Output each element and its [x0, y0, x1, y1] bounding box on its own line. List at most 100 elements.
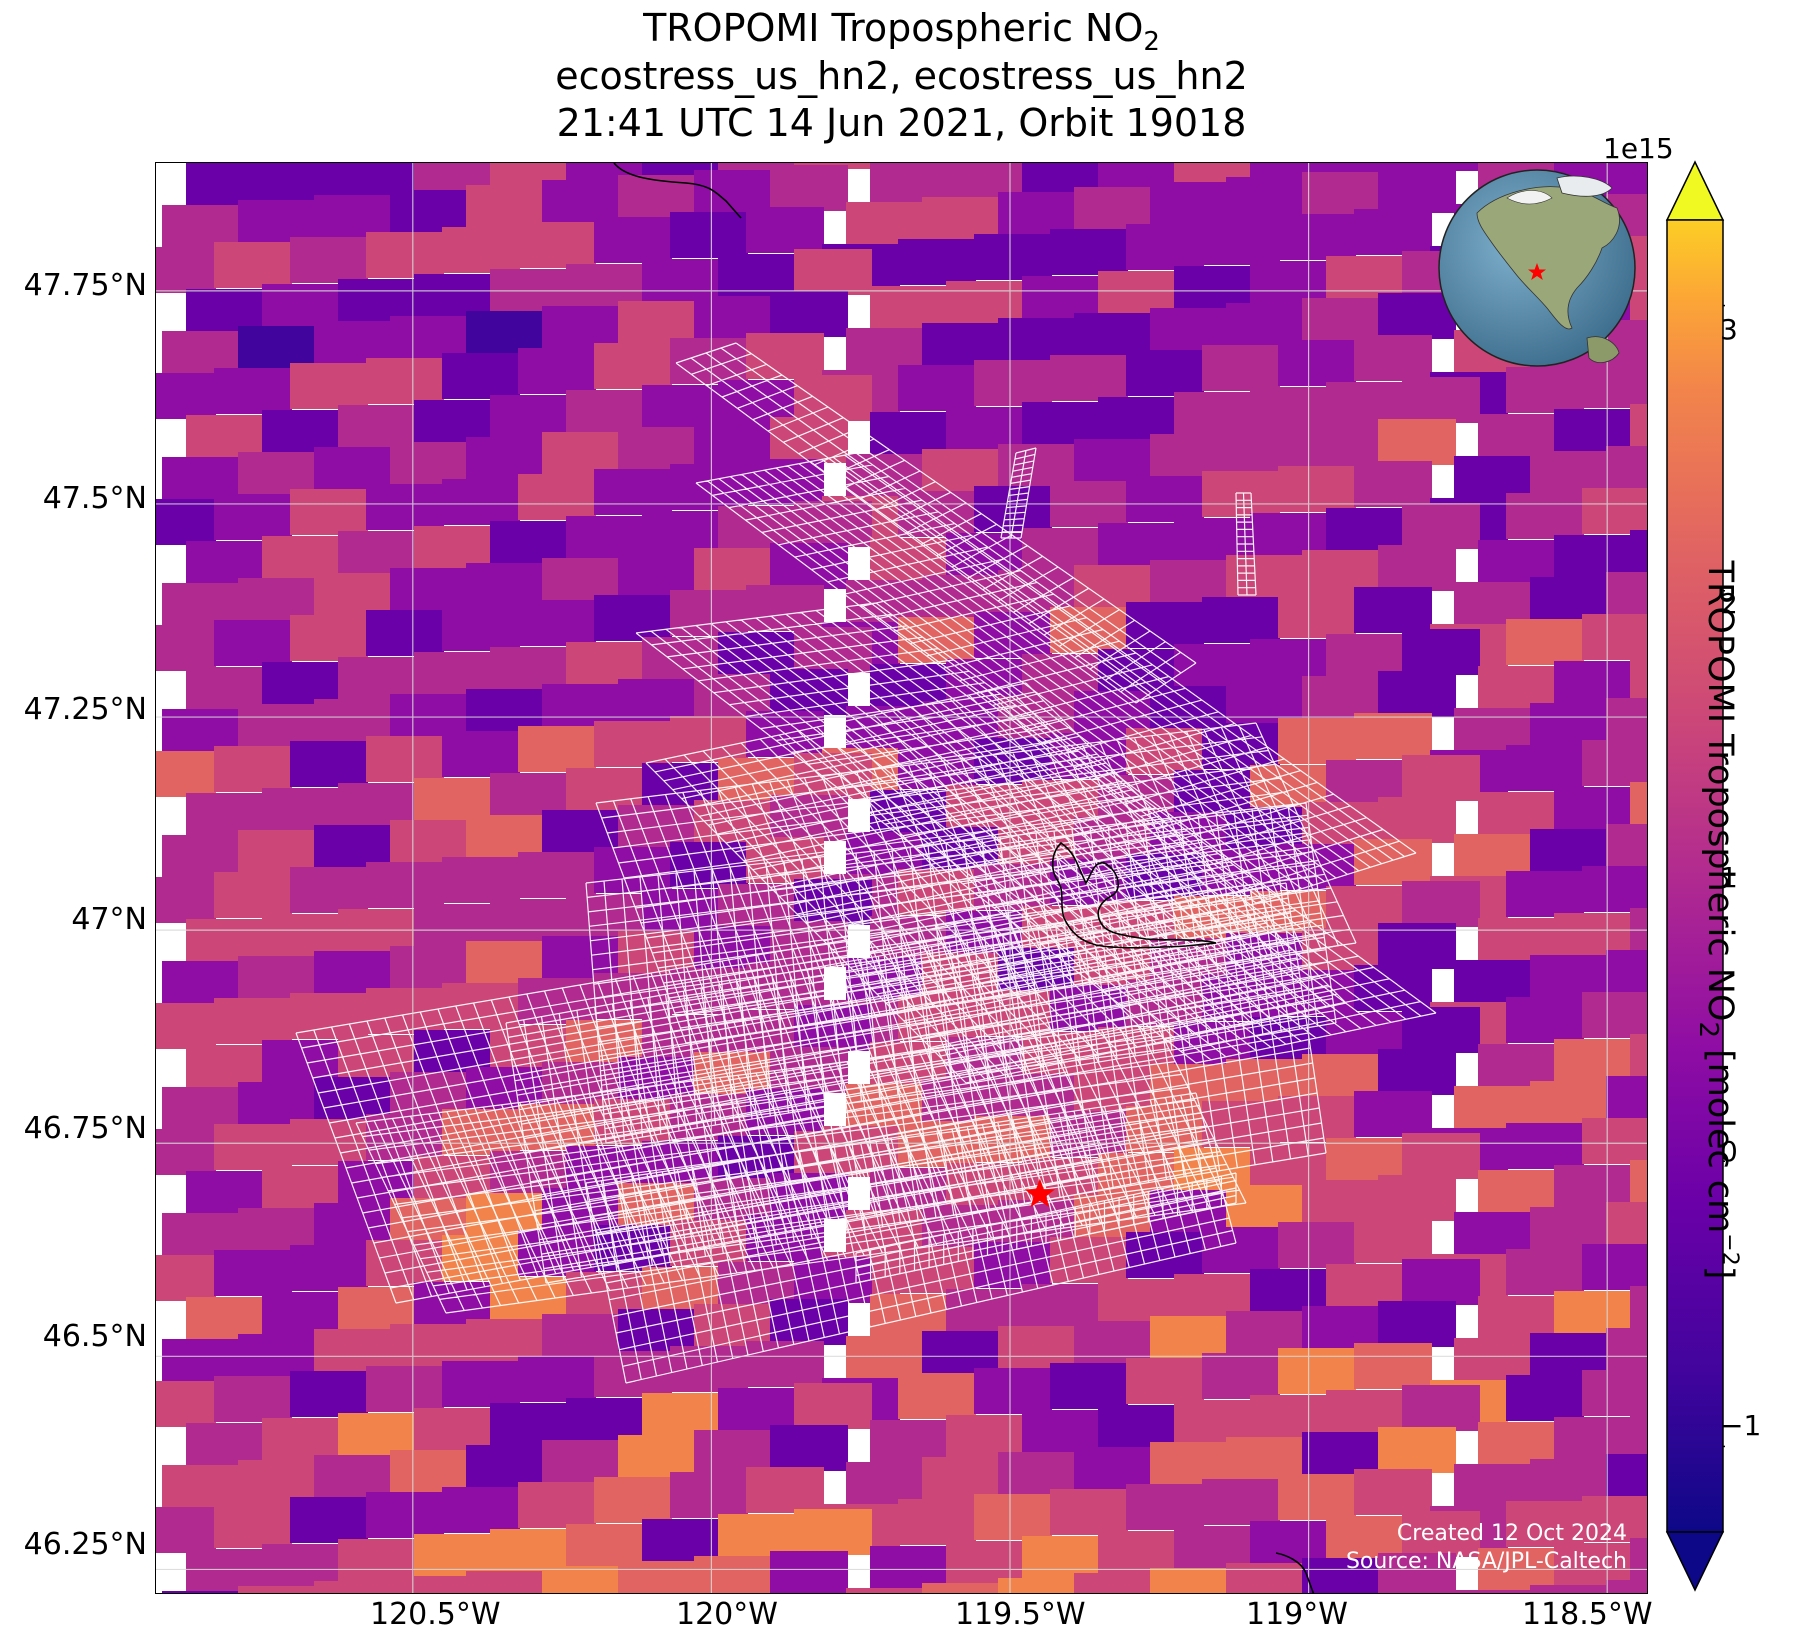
no2-pixel: [1378, 1427, 1456, 1473]
swath-grid-lines: [645, 682, 1347, 1084]
map-panel[interactable]: [155, 162, 1648, 1594]
lon-tick-label: 120.5°W: [370, 1597, 501, 1632]
no2-pixel: [442, 227, 520, 273]
no2-pixel: [1278, 340, 1356, 386]
no2-pixel: [770, 1299, 848, 1345]
no2-pixel: [1278, 1222, 1356, 1268]
no2-pixel: [156, 1507, 216, 1553]
no2-pixel: [1506, 745, 1584, 791]
no2-pixel: [290, 237, 368, 283]
no2-pixel: [1582, 866, 1647, 912]
no2-pixel: [1506, 367, 1584, 413]
no2-pixel: [1582, 740, 1647, 786]
no2-pixel: [314, 1581, 392, 1593]
no2-pixel: [1378, 797, 1456, 843]
lon-tick-label: 119.5°W: [955, 1597, 1086, 1632]
colorbar-extend-max: [1665, 160, 1725, 221]
no2-pixel: [1402, 1259, 1480, 1305]
no2-pixel: [518, 222, 596, 268]
no2-pixel: [1126, 476, 1204, 522]
lat-tick-label: 46.75°N: [23, 1111, 147, 1146]
no2-pixel: [366, 736, 444, 782]
no2-pixel: [1630, 1286, 1647, 1332]
colorbar-label: TROPOMI Tropospheric NO2 [molec cm−2]: [1693, 560, 1742, 1280]
swath-grid: [1235, 492, 1257, 596]
no2-pixel: [1630, 782, 1647, 828]
lon-tick-label: 118.5°W: [1522, 1597, 1653, 1632]
swath-grid-lines: [1235, 492, 1257, 596]
river-segment-north: [613, 163, 742, 219]
no2-pixel: [794, 1383, 872, 1429]
no2-pixel: [1378, 671, 1456, 717]
swath-grid-lines: [1000, 447, 1037, 539]
no2-pixel: [366, 1240, 444, 1286]
no2-pixel: [366, 1492, 444, 1538]
globe-land-south-america: [1586, 336, 1620, 363]
no2-pixel: [718, 163, 796, 174]
no2-pixel: [1354, 1091, 1432, 1137]
lat-tick-label: 47.25°N: [23, 692, 147, 727]
no2-pixel: [214, 872, 292, 918]
no2-pixel: [1278, 1474, 1356, 1520]
no2-pixel: [1354, 1469, 1432, 1515]
no2-pixel: [156, 499, 216, 545]
no2-pixel: [1202, 471, 1280, 517]
no2-pixel: [1606, 1580, 1647, 1593]
no2-pixel: [1402, 1133, 1480, 1179]
no2-pixel: [518, 600, 596, 646]
no2-pixel: [238, 1586, 316, 1593]
colorbar-tick-label: 2: [1720, 587, 1738, 620]
no2-pixel: [1126, 350, 1204, 396]
no2-pixel: [442, 479, 520, 525]
no2-pixel: [1378, 1049, 1456, 1095]
no2-pixel: [442, 1235, 520, 1281]
no2-pixel: [746, 207, 824, 253]
no2-pixel: [1150, 1568, 1228, 1593]
no2-pixel: [746, 333, 824, 379]
no2-pixel: [670, 212, 748, 258]
no2-pixel: [998, 1578, 1076, 1593]
no2-pixel: [214, 368, 292, 414]
lat-tick-label: 46.25°N: [23, 1527, 147, 1562]
colorbar-tick-label: 3: [1720, 313, 1738, 346]
no2-pixel: [1126, 1358, 1204, 1404]
globe-land-greenland: [1556, 175, 1613, 197]
site-star-icon: [1024, 1178, 1056, 1208]
lat-tick-label: 47°N: [71, 902, 147, 937]
coastline-features: [613, 163, 1315, 1593]
no2-pixel: [1050, 1489, 1128, 1535]
map-canvas[interactable]: [156, 163, 1648, 1594]
no2-pixel: [290, 615, 368, 661]
no2-pixel: [214, 494, 292, 540]
no2-pixel: [770, 543, 848, 589]
no2-pixel: [1606, 1328, 1647, 1374]
no2-pixel: [1582, 1370, 1647, 1416]
no2-pixel: [1506, 1249, 1584, 1295]
no2-pixel: [1582, 1244, 1647, 1290]
no2-pixel: [290, 1497, 368, 1543]
no2-pixel: [1278, 1096, 1356, 1142]
no2-pixel: [1506, 619, 1584, 665]
no2-pixel: [1354, 335, 1432, 381]
no2-pixel: [156, 1381, 216, 1427]
no2-pixel: [922, 1583, 1000, 1593]
river-segment-south: [1275, 1552, 1315, 1593]
no2-pixel: [518, 474, 596, 520]
swath-grid: [675, 342, 1197, 704]
no2-pixel: [1582, 362, 1647, 408]
no2-pixel: [290, 489, 368, 535]
no2-pixel: [366, 988, 444, 1034]
no2-pixel: [1402, 755, 1480, 801]
no2-pixel: [974, 360, 1052, 406]
no2-pixel: [518, 1356, 596, 1402]
no2-pixel: [1402, 881, 1480, 927]
colorbar-extend-min: [1665, 1531, 1725, 1592]
no2-pixel: [1354, 713, 1432, 759]
no2-pixel: [518, 852, 596, 898]
no2-pixel: [1606, 1454, 1647, 1500]
no2-pixel: [1506, 493, 1584, 539]
no2-pixel: [1402, 1007, 1480, 1053]
no2-pixel: [1278, 1348, 1356, 1394]
no2-pixel: [162, 1591, 240, 1593]
no2-pixel: [1354, 461, 1432, 507]
